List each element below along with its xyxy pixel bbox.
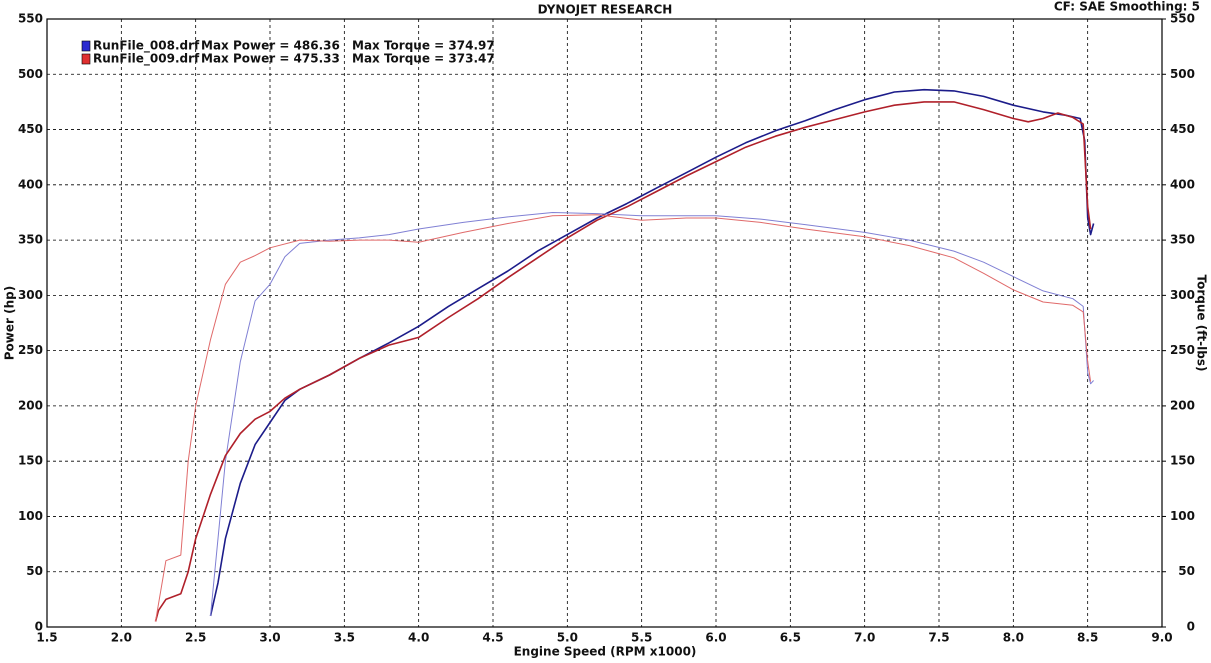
x-tick-label: 1.5 (36, 631, 57, 645)
legend-power: Max Power = 486.36 (201, 39, 340, 53)
y2-tick-label: 200 (1170, 398, 1195, 412)
chart-title: DYNOJET RESEARCH (538, 3, 673, 17)
y2-tick-label: 550 (1170, 12, 1195, 26)
x-tick-label: 8.5 (1077, 631, 1098, 645)
plot-frame (46, 18, 1163, 628)
legend-name: RunFile_008.drf (93, 39, 200, 54)
y2-tick-label: 300 (1170, 288, 1195, 302)
y2-tick-label: 450 (1170, 122, 1195, 136)
x-axis-title: Engine Speed (RPM x1000) (514, 645, 697, 659)
corner-note: CF: SAE Smoothing: 5 (1054, 0, 1200, 14)
y-axis-title: Power (hp) (3, 286, 17, 360)
y2-tick-label: 150 (1170, 454, 1195, 468)
legend-power: Max Power = 475.33 (201, 52, 340, 66)
x-tick-label: 9.0 (1151, 631, 1172, 645)
y-tick-label: 50 (26, 564, 43, 578)
y2-axis-title: Torque (ft-lbs) (1195, 275, 1209, 372)
y-tick-label: 450 (18, 122, 43, 136)
y2-tick-label: 500 (1170, 67, 1195, 81)
data-line (209, 88, 1095, 617)
y-tick-label: 100 (18, 509, 43, 523)
data-line (210, 212, 1094, 616)
y-tick-label: 500 (18, 67, 43, 81)
y2-tick-label: 400 (1170, 177, 1195, 191)
x-tick-label: 8.0 (1003, 631, 1024, 645)
data-line (155, 214, 1092, 622)
legend-torque: Max Torque = 373.47 (352, 52, 495, 66)
x-tick-label: 4.0 (408, 631, 429, 645)
x-tick-label: 7.0 (854, 631, 875, 645)
x-tick-label: 3.5 (334, 631, 355, 645)
y-tick-label: 400 (18, 177, 43, 191)
data-line (154, 101, 1092, 622)
y-tick-label: 200 (18, 398, 43, 412)
x-tick-label: 6.0 (705, 631, 726, 645)
y2-tick-label: 350 (1170, 233, 1195, 247)
y-tick-label: 350 (18, 233, 43, 247)
y2-tick-label: 0 (1187, 620, 1195, 634)
y-tick-label: 0 (35, 620, 43, 634)
y-tick-label: 300 (18, 288, 43, 302)
legend-torque: Max Torque = 374.97 (352, 39, 495, 53)
y-tick-label: 250 (18, 343, 43, 357)
x-tick-label: 3.0 (259, 631, 280, 645)
y-tick-label: 150 (18, 454, 43, 468)
x-tick-label: 6.5 (780, 631, 801, 645)
y2-tick-label: 50 (1178, 564, 1195, 578)
y-tick-label: 550 (18, 12, 43, 26)
legend-swatch (81, 53, 91, 65)
x-tick-label: 5.5 (631, 631, 652, 645)
x-tick-label: 2.0 (111, 631, 132, 645)
x-tick-label: 4.5 (482, 631, 503, 645)
legend-swatch (81, 40, 91, 52)
y2-tick-label: 100 (1170, 509, 1195, 523)
y2-tick-label: 250 (1170, 343, 1195, 357)
legend-name: RunFile_009.drf (93, 52, 200, 67)
x-tick-label: 2.5 (185, 631, 206, 645)
x-tick-label: 5.0 (557, 631, 578, 645)
x-tick-label: 7.5 (928, 631, 949, 645)
